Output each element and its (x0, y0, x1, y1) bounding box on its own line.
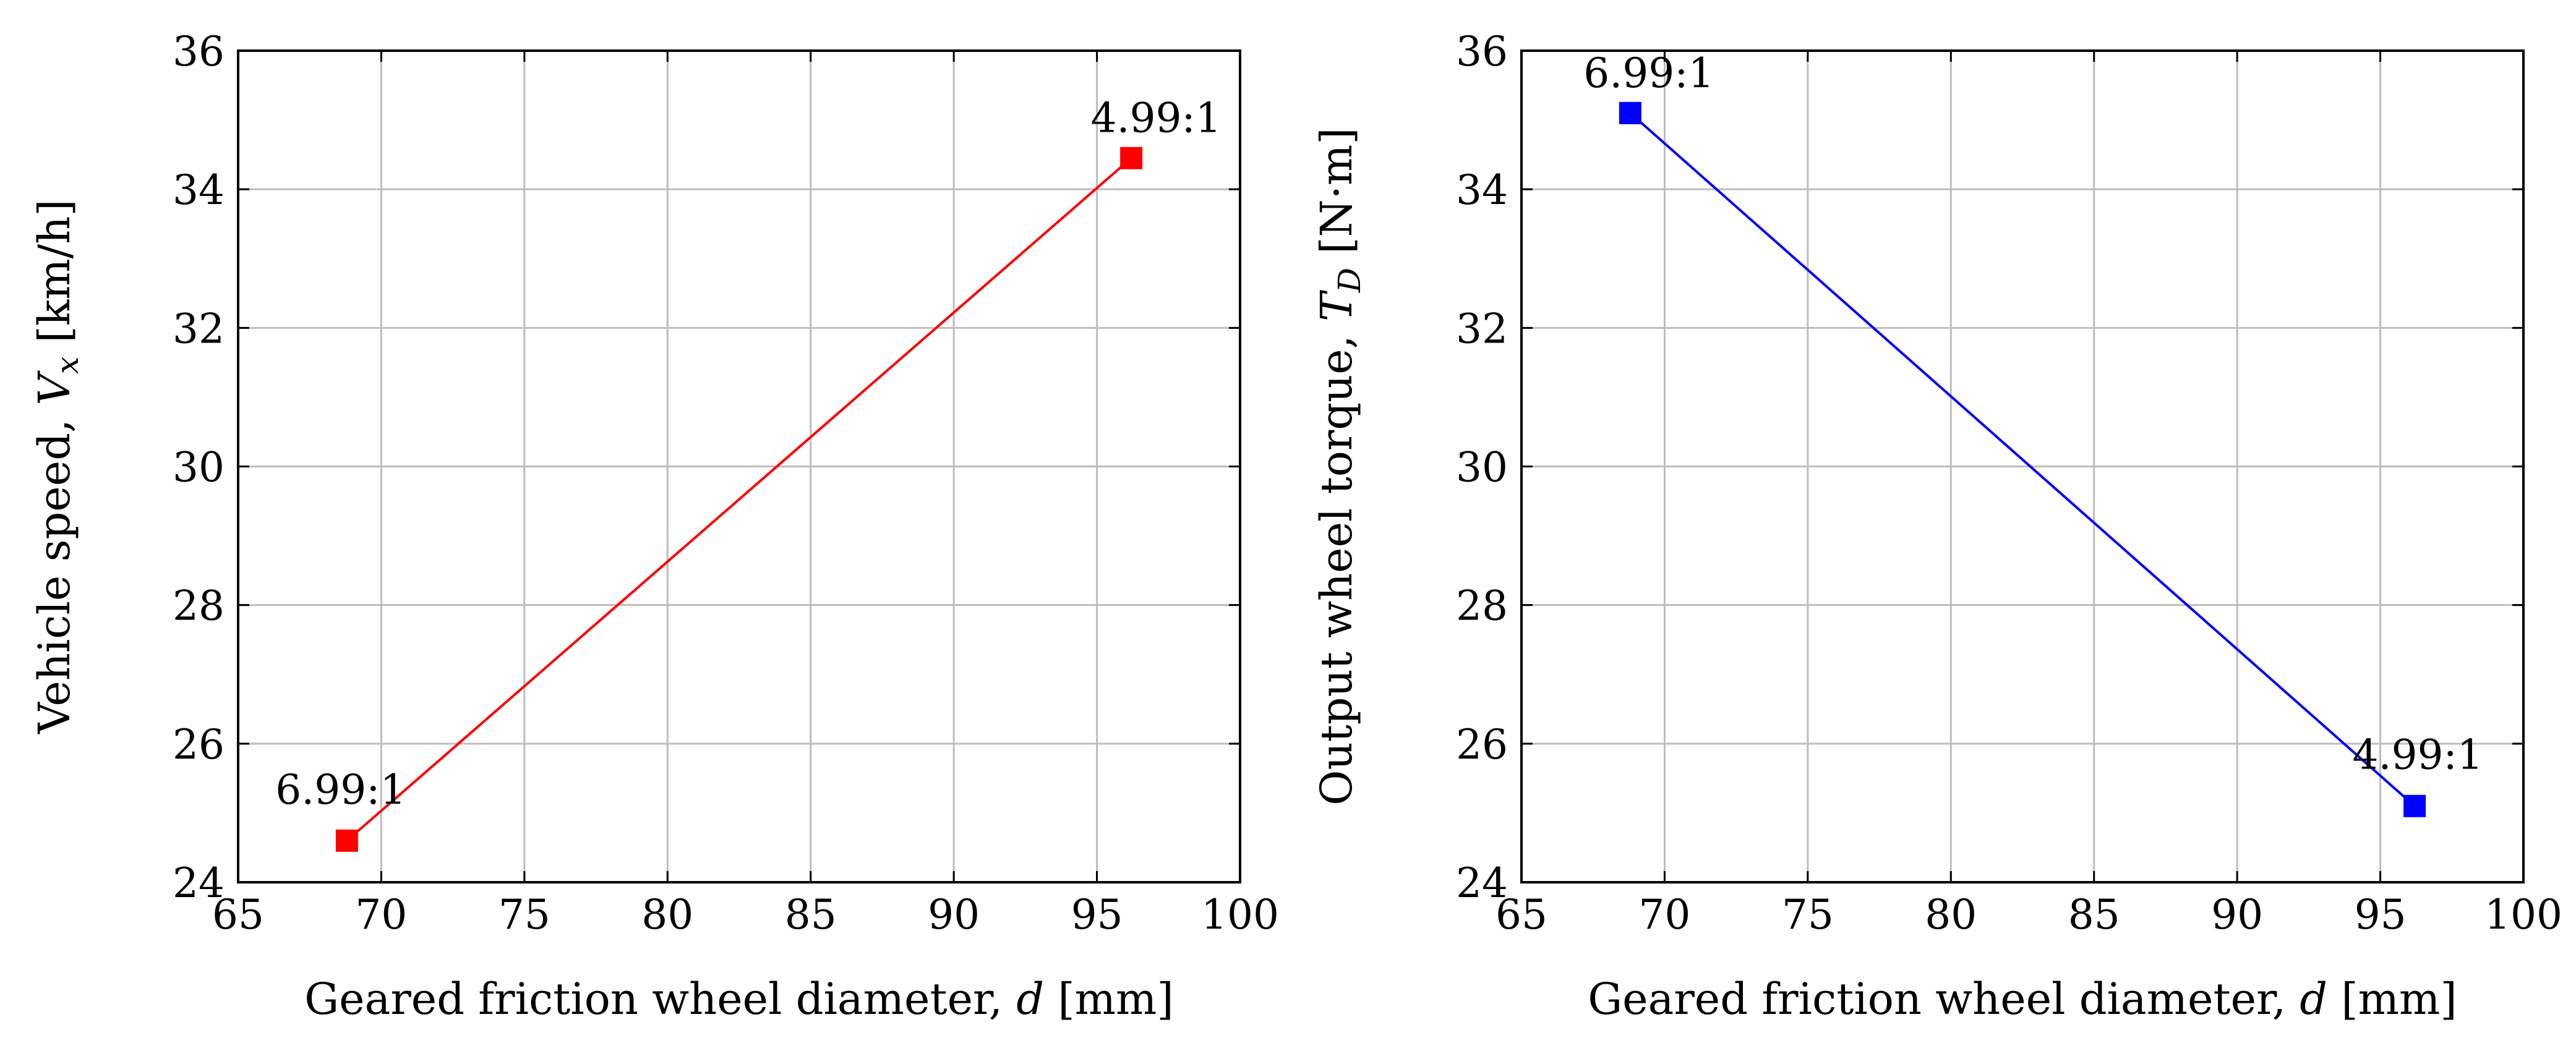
y-tick-label: 32 (173, 305, 225, 352)
y-tick-label: 30 (173, 444, 225, 492)
data-point-label: 4.99:1 (2353, 731, 2483, 779)
x-axis-label: Geared friction wheel diameter, d [mm] (1588, 974, 2457, 1024)
data-point-marker (1120, 147, 1143, 169)
x-axis-label: Geared friction wheel diameter, d [mm] (304, 974, 1173, 1024)
x-tick-label: 65 (212, 891, 264, 939)
chart-output-wheel-torque: 65 70 75 80 85 90 95 100 24 26 28 30 32 34 36 6.99:1 4.9… (1311, 28, 2562, 1024)
x-tick-label: 65 (1496, 891, 1547, 939)
x-tick-label: 80 (641, 891, 693, 939)
y-tick-label: 28 (1456, 582, 1508, 630)
y-tick-label: 28 (173, 582, 225, 630)
x-tick-label: 75 (499, 891, 550, 939)
chart-vehicle-speed: 65 70 75 80 85 90 95 100 24 26 28 30 32 34 36 6.99:1 4.9… (29, 28, 1279, 1024)
y-tick-label: 34 (1456, 166, 1508, 214)
x-tick-label: 70 (355, 891, 407, 939)
y-tick-label: 26 (173, 721, 225, 768)
x-tick-label: 80 (1925, 891, 1977, 939)
data-point-marker (1619, 101, 1641, 124)
x-tick-label: 95 (2355, 891, 2407, 939)
x-tick-label: 85 (785, 891, 837, 939)
plot-frame (237, 49, 1241, 883)
y-tick-label: 26 (1456, 721, 1508, 768)
data-point-label: 6.99:1 (275, 766, 406, 814)
data-point-marker (2403, 794, 2426, 817)
x-tick-label: 90 (928, 891, 980, 939)
y-axis-label: Vehicle speed, Vx [km/h] (29, 199, 85, 734)
x-tick-label: 95 (1071, 891, 1123, 939)
x-tick-label: 100 (2484, 891, 2562, 939)
y-tick-label: 24 (173, 859, 225, 907)
data-point-marker (335, 829, 358, 852)
y-tick-label: 36 (1456, 28, 1508, 75)
y-tick-label: 32 (1456, 305, 1508, 352)
series-line (1629, 112, 2416, 807)
y-tick-label: 34 (173, 166, 225, 214)
x-tick-label: 90 (2211, 891, 2263, 939)
data-point-label: 4.99:1 (1091, 95, 1222, 142)
y-axis-label: Output wheel torque, TD [N·m] (1311, 127, 1367, 805)
x-tick-label: 85 (2068, 891, 2120, 939)
y-tick-label: 36 (173, 28, 225, 75)
y-tick-label: 30 (1456, 444, 1508, 492)
data-point-label: 6.99:1 (1583, 49, 1714, 97)
y-tick-label: 24 (1456, 859, 1508, 907)
x-tick-label: 70 (1638, 891, 1690, 939)
plot-frame (1520, 49, 2525, 883)
x-tick-label: 75 (1782, 891, 1834, 939)
x-tick-label: 100 (1201, 891, 1279, 939)
series-line (346, 157, 1132, 842)
